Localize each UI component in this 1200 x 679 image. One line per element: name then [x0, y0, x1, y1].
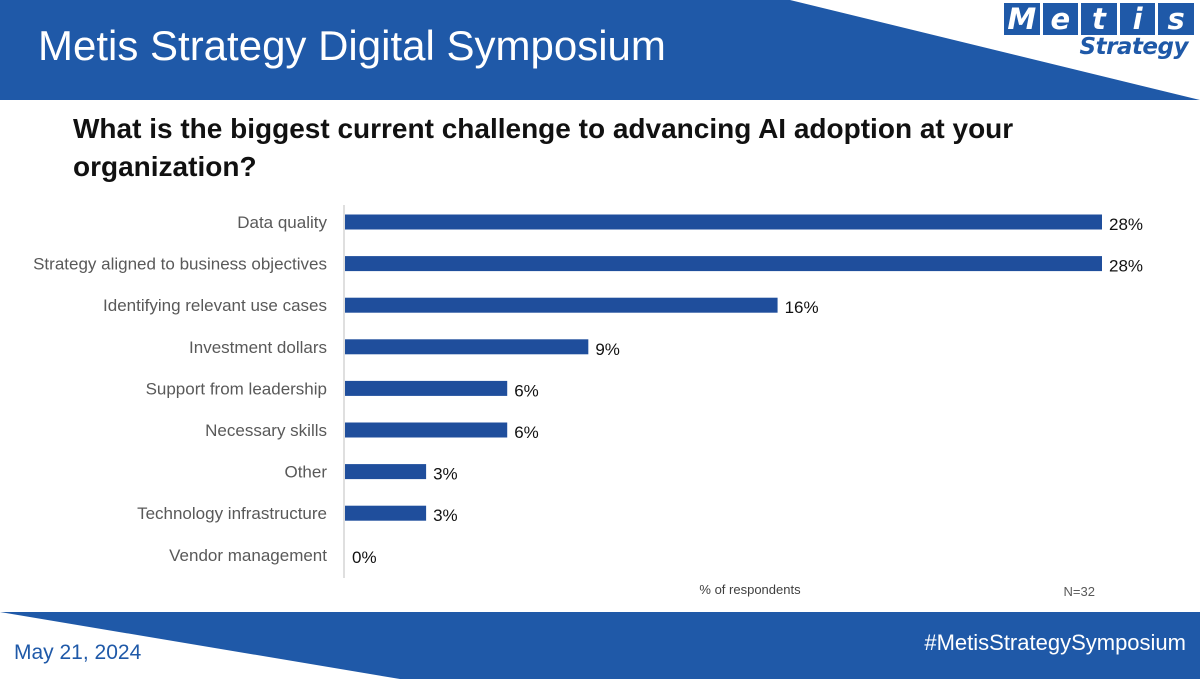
data-label: 6% — [514, 423, 539, 442]
logo-subtitle: Strategy — [1079, 34, 1189, 60]
data-label: 0% — [352, 548, 377, 567]
category-label: Support from leadership — [146, 379, 327, 398]
bar — [345, 464, 427, 480]
x-axis-label: % of respondents — [699, 582, 801, 597]
footer-hashtag: #MetisStrategySymposium — [924, 630, 1186, 655]
logo-letter: i — [1119, 2, 1156, 36]
bar — [345, 256, 1102, 272]
logo-letter: M — [1004, 2, 1040, 36]
logo-letter: e — [1042, 2, 1079, 36]
category-label: Investment dollars — [189, 338, 327, 357]
footer-date: May 21, 2024 — [14, 641, 142, 664]
category-label: Data quality — [237, 213, 327, 232]
bar — [345, 422, 508, 438]
chart-title: What is the biggest current challenge to… — [73, 113, 1014, 182]
category-label: Vendor management — [169, 546, 327, 565]
logo-letter: t — [1081, 2, 1117, 36]
category-label: Strategy aligned to business objectives — [33, 255, 327, 274]
category-label: Technology infrastructure — [137, 504, 327, 523]
category-label: Identifying relevant use cases — [103, 296, 327, 315]
sample-size-note: N=32 — [1064, 584, 1095, 599]
bar — [345, 505, 427, 521]
header-band — [0, 0, 1200, 100]
data-label: 28% — [1109, 257, 1143, 276]
metis-strategy-logo: M e t i s Strategy — [1004, 2, 1194, 63]
bar — [345, 339, 589, 355]
bar — [345, 214, 1102, 230]
logo-letter: s — [1158, 2, 1194, 36]
data-label: 9% — [595, 340, 620, 359]
data-label: 3% — [433, 506, 458, 525]
category-label: Necessary skills — [205, 421, 327, 440]
data-label: 28% — [1109, 215, 1143, 234]
footer-band — [0, 612, 1200, 679]
data-label: 3% — [433, 465, 458, 484]
bar-chart: Data quality 28% Strategy aligned to busin… — [33, 205, 1143, 599]
category-label: Other — [284, 463, 327, 482]
bar — [345, 380, 508, 396]
page-title: Metis Strategy Digital Symposium — [38, 22, 666, 69]
bar — [345, 297, 778, 313]
data-label: 16% — [785, 298, 819, 317]
data-label: 6% — [514, 381, 539, 400]
